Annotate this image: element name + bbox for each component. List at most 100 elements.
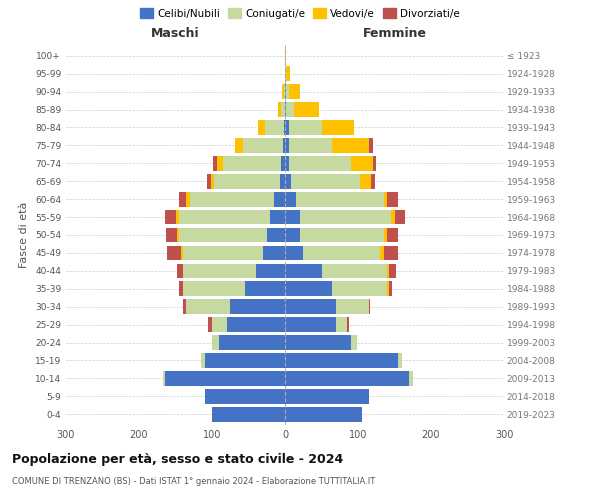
Bar xyxy=(285,210,299,224)
Bar xyxy=(383,192,387,206)
Bar xyxy=(223,156,281,170)
Bar xyxy=(289,120,322,135)
Bar xyxy=(389,282,392,296)
Bar xyxy=(289,138,332,152)
Bar xyxy=(409,371,413,386)
Bar xyxy=(284,84,285,99)
Bar xyxy=(347,318,349,332)
Bar xyxy=(285,282,332,296)
Bar xyxy=(281,102,285,117)
Bar xyxy=(285,246,303,260)
Bar xyxy=(166,228,177,242)
Bar xyxy=(391,210,395,224)
Bar xyxy=(322,120,355,135)
Bar xyxy=(285,192,296,206)
Bar xyxy=(179,228,267,242)
Bar xyxy=(373,156,376,170)
Bar xyxy=(294,102,319,117)
Bar xyxy=(265,120,284,135)
Bar xyxy=(291,174,360,188)
Bar xyxy=(350,156,373,170)
Bar xyxy=(267,228,285,242)
Bar xyxy=(175,210,179,224)
Bar xyxy=(164,371,285,386)
Bar xyxy=(389,264,396,278)
Bar xyxy=(187,192,190,206)
Bar xyxy=(212,318,227,332)
Bar xyxy=(285,48,286,63)
Bar xyxy=(350,335,356,350)
Bar xyxy=(285,66,286,81)
Bar xyxy=(336,318,347,332)
Bar xyxy=(207,174,211,188)
Bar xyxy=(303,246,380,260)
Bar xyxy=(286,84,289,99)
Text: COMUNE DI TRENZANO (BS) - Dati ISTAT 1° gennaio 2024 - Elaborazione TUTTITALIA.I: COMUNE DI TRENZANO (BS) - Dati ISTAT 1° … xyxy=(12,478,375,486)
Bar xyxy=(274,192,285,206)
Bar xyxy=(371,174,375,188)
Bar xyxy=(211,174,214,188)
Bar xyxy=(285,138,289,152)
Bar xyxy=(383,246,398,260)
Bar xyxy=(285,84,286,99)
Bar xyxy=(230,300,285,314)
Bar xyxy=(212,407,285,422)
Bar xyxy=(258,120,265,135)
Bar xyxy=(201,353,205,368)
Bar xyxy=(369,300,370,314)
Bar xyxy=(242,138,283,152)
Bar xyxy=(220,335,285,350)
Bar xyxy=(285,156,289,170)
Bar xyxy=(299,210,391,224)
Bar xyxy=(263,246,285,260)
Bar xyxy=(214,156,217,170)
Bar xyxy=(214,174,280,188)
Bar xyxy=(387,228,398,242)
Bar xyxy=(380,246,383,260)
Bar xyxy=(285,335,350,350)
Bar xyxy=(369,138,373,152)
Bar xyxy=(285,389,369,404)
Bar xyxy=(322,264,387,278)
Bar xyxy=(271,210,285,224)
Bar xyxy=(278,102,281,117)
Bar xyxy=(283,138,285,152)
Bar xyxy=(285,102,286,117)
Bar xyxy=(205,389,285,404)
Bar xyxy=(285,174,291,188)
Bar xyxy=(181,246,183,260)
Bar xyxy=(282,84,284,99)
Bar xyxy=(336,300,369,314)
Bar xyxy=(227,318,285,332)
Bar xyxy=(280,174,285,188)
Bar xyxy=(285,318,336,332)
Bar xyxy=(256,264,285,278)
Bar xyxy=(245,282,285,296)
Bar xyxy=(286,66,290,81)
Bar xyxy=(286,102,294,117)
Bar xyxy=(360,174,371,188)
Legend: Celibi/Nubili, Coniugati/e, Vedovi/e, Divorziati/e: Celibi/Nubili, Coniugati/e, Vedovi/e, Di… xyxy=(137,5,463,21)
Bar xyxy=(281,156,285,170)
Bar xyxy=(177,264,183,278)
Bar xyxy=(332,138,369,152)
Y-axis label: Fasce di età: Fasce di età xyxy=(19,202,29,268)
Bar xyxy=(387,264,389,278)
Bar xyxy=(285,264,322,278)
Bar xyxy=(235,138,242,152)
Text: Popolazione per età, sesso e stato civile - 2024: Popolazione per età, sesso e stato civil… xyxy=(12,452,343,466)
Bar xyxy=(299,228,383,242)
Bar xyxy=(398,353,402,368)
Bar xyxy=(383,228,387,242)
Text: Femmine: Femmine xyxy=(362,26,427,40)
Bar xyxy=(289,84,299,99)
Bar xyxy=(187,300,230,314)
Bar xyxy=(285,120,289,135)
Bar xyxy=(395,210,406,224)
Bar xyxy=(217,156,223,170)
Bar xyxy=(190,192,274,206)
Bar xyxy=(179,282,183,296)
Bar xyxy=(183,282,245,296)
Bar xyxy=(167,246,181,260)
Text: Maschi: Maschi xyxy=(151,26,200,40)
